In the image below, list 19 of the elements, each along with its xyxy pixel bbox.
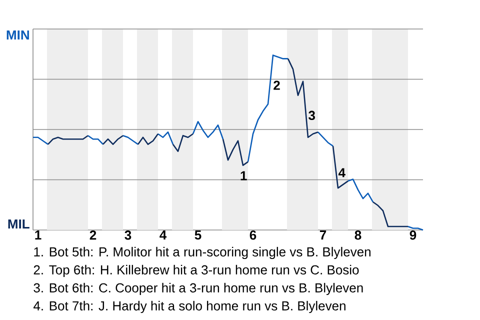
text: 2. Top 6th: H. Killebrew hit a 3-run home run vs C. Bosio: [34, 264, 359, 278]
x-tick-label: 1: [35, 230, 42, 240]
text: 3. Bot 6th: C. Cooper hit a 3-run home run vs B. Blyleven: [34, 282, 363, 296]
text: MIN: [6, 30, 29, 40]
annotation: 3: [308, 110, 315, 120]
x-tick-label: 3: [124, 230, 132, 240]
x-tick-label: 6: [250, 230, 256, 240]
text: MIL: [8, 220, 30, 228]
text: 4. Bot 7th: J. Hardy hit a solo home run vs B. Blyleven: [34, 300, 346, 314]
annotation: 4: [338, 168, 346, 178]
text: 1. Bot 5th: P. Molitor hit a run-scoring single vs B. Blyleven: [34, 246, 370, 260]
x-tick-label: 8: [354, 230, 362, 240]
x-tick-label: 4: [160, 230, 167, 240]
x-tick-label: 7: [320, 230, 326, 240]
x-tick-label: 5: [194, 230, 202, 240]
annotation: 2: [274, 80, 280, 90]
x-tick-label: 2: [90, 230, 96, 240]
annotation: 1: [240, 171, 247, 180]
x-tick-label: 9: [410, 230, 416, 240]
